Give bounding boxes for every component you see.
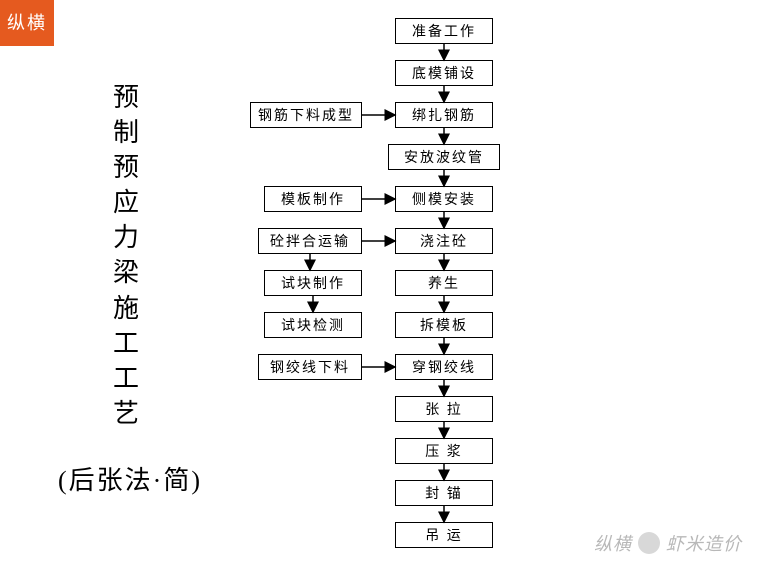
- flow-node-n3: 绑扎钢筋: [395, 102, 493, 128]
- watermark-icon: [638, 532, 660, 554]
- flowchart: 准备工作底模铺设绑扎钢筋 钢筋下料成型安放波纹管侧模安装 模板制作浇注砼 砼拌合运输养…: [0, 0, 760, 570]
- watermark-left: 纵横: [594, 530, 632, 556]
- flow-node-n9: 穿钢绞线: [395, 354, 493, 380]
- flow-node-s5: 模板制作: [264, 186, 362, 212]
- flow-node-n5: 侧模安装: [395, 186, 493, 212]
- flow-node-n2: 底模铺设: [395, 60, 493, 86]
- flow-node-n6: 浇注砼: [395, 228, 493, 254]
- flow-node-n8: 拆模板: [395, 312, 493, 338]
- flow-node-n1: 准备工作: [395, 18, 493, 44]
- watermark-right: 虾米造价: [666, 530, 742, 556]
- flow-node-s7: 试块制作: [264, 270, 362, 296]
- flow-node-n4: 安放波纹管: [388, 144, 500, 170]
- flow-node-s6: 砼拌合运输: [258, 228, 362, 254]
- watermark: 纵横 虾米造价: [594, 530, 742, 556]
- flow-node-n11: 压 浆: [395, 438, 493, 464]
- flow-node-s3: 钢筋下料成型: [250, 102, 362, 128]
- flow-node-n13: 吊 运: [395, 522, 493, 548]
- flow-node-n10: 张 拉: [395, 396, 493, 422]
- flow-node-n7: 养生: [395, 270, 493, 296]
- flow-node-n12: 封 锚: [395, 480, 493, 506]
- flow-node-s8: 试块检测: [264, 312, 362, 338]
- flow-node-s9: 钢绞线下料: [258, 354, 362, 380]
